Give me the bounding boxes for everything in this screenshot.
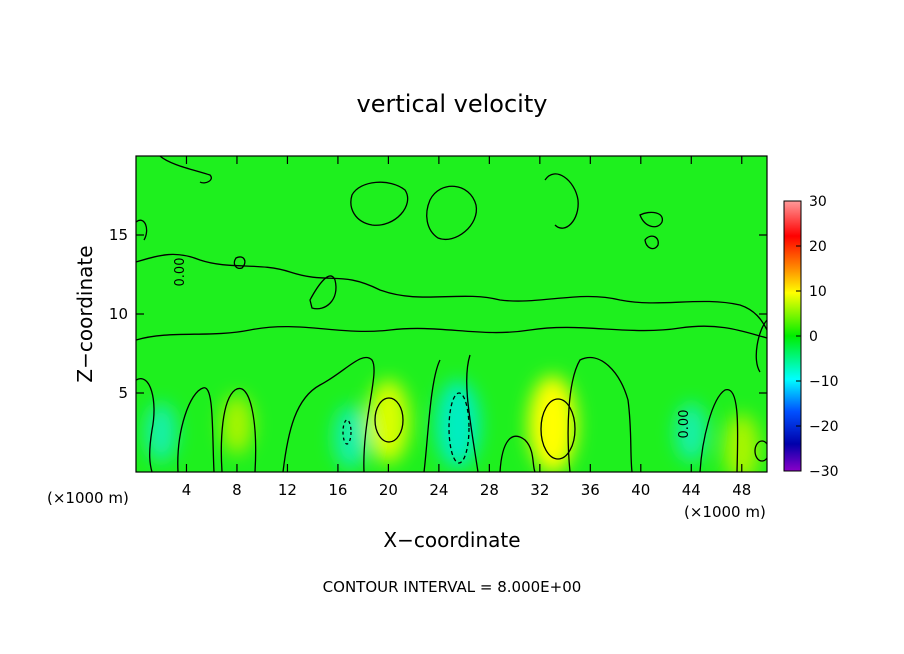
colorbar-tick-label: 0 xyxy=(809,329,818,345)
y-tick-label: 15 xyxy=(109,226,128,244)
x-tick-label: 36 xyxy=(581,481,600,499)
colorbar-tick-label: 20 xyxy=(809,239,827,255)
plot-area: 0.00 0.00 xyxy=(136,156,767,472)
y-tick-label: 5 xyxy=(118,384,128,402)
velocity-cell xyxy=(675,402,708,463)
colorbar-tick-label: 30 xyxy=(809,194,827,210)
x-tick-label: 40 xyxy=(631,481,650,499)
x-tick-label: 48 xyxy=(732,481,751,499)
velocity-cell xyxy=(528,375,577,472)
colorbar: 30 20 10 0 −10 −20 −30 xyxy=(783,194,839,480)
x-tick-label: 44 xyxy=(682,481,701,499)
x-axis-label: X−coordinate xyxy=(383,528,520,552)
contour-label: 0.00 xyxy=(677,410,692,439)
velocity-cell xyxy=(333,405,368,470)
velocity-cell xyxy=(220,395,253,455)
velocity-cell xyxy=(435,380,480,469)
velocity-cell xyxy=(367,379,410,464)
x-tick-label: 4 xyxy=(182,481,192,499)
colorbar-tick-label: −30 xyxy=(809,464,839,480)
x-tick-label: 12 xyxy=(278,481,297,499)
velocity-cell xyxy=(723,413,760,472)
colorbar-tick-label: −20 xyxy=(809,419,839,435)
x-axis: 4 8 12 16 20 24 28 32 36 40 44 48 xyxy=(182,156,751,499)
contour-interval-footer: CONTOUR INTERVAL = 8.000E+00 xyxy=(323,578,582,596)
contour-lines xyxy=(136,156,767,472)
x-tick-label: 28 xyxy=(480,481,499,499)
y-axis: 5 10 15 xyxy=(109,226,767,402)
x-tick-label: 24 xyxy=(429,481,448,499)
chart-title: vertical velocity xyxy=(357,90,548,118)
colorbar-ticks: 30 20 10 0 −10 −20 −30 xyxy=(796,194,839,480)
colorbar-tick-label: −10 xyxy=(809,374,839,390)
x-tick-label: 16 xyxy=(328,481,347,499)
x-tick-label: 32 xyxy=(530,481,549,499)
x-axis-unit-right: (×1000 m) xyxy=(684,503,766,521)
y-tick-label: 10 xyxy=(109,305,128,323)
x-tick-label: 8 xyxy=(232,481,242,499)
colorbar-tick-label: 10 xyxy=(809,284,827,300)
y-axis-label: Z−coordinate xyxy=(73,245,97,382)
x-axis-unit-left: (×1000 m) xyxy=(47,489,129,507)
contour-label: 0.00 xyxy=(173,258,188,287)
x-tick-label: 20 xyxy=(379,481,398,499)
